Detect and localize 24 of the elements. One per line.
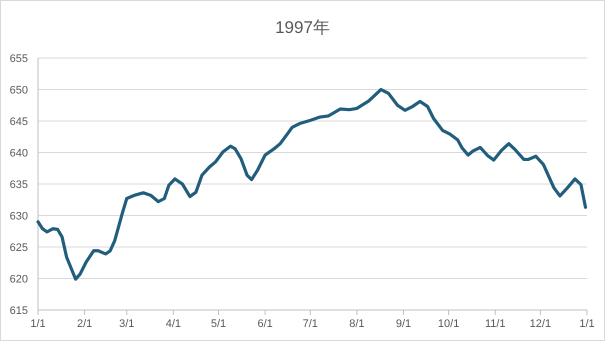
y-tick-label: 635 [10,179,28,191]
x-tick-label: 5/1 [210,318,226,330]
x-tick-label: 1/1 [579,318,595,330]
x-tick-label: 7/1 [302,318,318,330]
y-tick-label: 640 [10,148,28,160]
y-tick-label: 655 [10,53,28,65]
y-tick-label: 645 [10,116,28,128]
x-tick-label: 10/1 [438,318,460,330]
x-tick-label: 9/1 [396,318,412,330]
y-tick-label: 630 [10,210,28,222]
x-tick-label: 2/1 [76,318,92,330]
x-tick-label: 11/1 [484,318,506,330]
x-tick-label: 12/1 [530,318,552,330]
y-tick-label: 615 [10,305,28,317]
y-tick-label: 620 [10,274,28,286]
y-tick-label: 625 [10,242,28,254]
line-series [36,88,588,281]
x-tick-label: 4/1 [166,318,182,330]
x-tick-label: 3/1 [119,318,134,330]
x-tick-label: 6/1 [257,318,273,330]
chart-title: 1997年 [275,18,330,37]
x-tick-label: 1/1 [30,318,46,330]
y-tick-label: 650 [10,84,28,96]
x-tick-label: 8/1 [349,318,365,330]
